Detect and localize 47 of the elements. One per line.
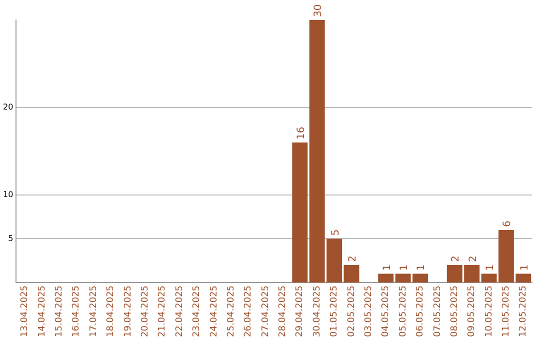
x-tick-label: 20.04.2025	[140, 285, 150, 337]
x-tick-label: 12.05.2025	[518, 285, 529, 337]
data-label: 1	[485, 264, 496, 271]
data-label: 1	[519, 264, 530, 271]
data-label: 2	[347, 256, 358, 262]
x-tick-label: 13.04.2025	[20, 285, 30, 337]
x-tick-label: 01.05.2025	[330, 285, 340, 337]
x-tick-label: 16.04.2025	[72, 285, 82, 337]
x-tick-label: 27.04.2025	[260, 285, 271, 337]
x-tick-label: 30.04.2025	[312, 285, 322, 337]
data-label: 5	[330, 229, 342, 236]
x-tick-label: 08.05.2025	[450, 285, 460, 337]
x-tick-label: 02.05.2025	[346, 285, 357, 337]
y-tick-label: 5	[8, 234, 14, 243]
x-tick-label: 05.05.2025	[398, 285, 408, 337]
y-tick-label: 20	[2, 102, 14, 112]
data-label: 1	[399, 264, 410, 271]
x-tick-label: 10.05.2025	[484, 285, 494, 337]
x-tick-label: 09.05.2025	[467, 285, 478, 337]
bar	[378, 274, 394, 282]
data-label: 1	[416, 264, 428, 271]
data-label: 6	[502, 220, 514, 227]
x-tick-label: 11.05.2025	[502, 285, 512, 337]
x-tick-label: 23.04.2025	[192, 285, 202, 337]
y-tick-label: 10	[2, 190, 14, 200]
x-tick-label: 14.04.2025	[37, 285, 48, 337]
x-tick-label: 21.04.2025	[158, 285, 168, 337]
x-tick-label: 29.04.2025	[295, 285, 306, 337]
data-label: 16	[296, 126, 307, 140]
x-tick-label: 17.04.2025	[88, 285, 99, 337]
x-tick-label: 28.04.2025	[278, 285, 288, 337]
data-label: 2	[450, 256, 462, 262]
x-tick-label: 03.05.2025	[364, 285, 374, 337]
x-tick-label: 19.04.2025	[123, 285, 134, 337]
x-tick-label: 24.04.2025	[209, 285, 220, 337]
x-tick-label: 18.04.2025	[106, 285, 116, 337]
x-tick-label: 25.04.2025	[226, 285, 236, 337]
data-label: 1	[382, 264, 393, 271]
x-tick-label: 04.05.2025	[381, 285, 392, 337]
x-tick-label: 26.04.2025	[244, 285, 254, 337]
x-tick-label: 06.05.2025	[416, 285, 426, 337]
bar	[292, 142, 308, 282]
data-label: 2	[468, 256, 479, 262]
data-label: 30	[313, 4, 324, 17]
x-tick-label: 22.04.2025	[174, 285, 185, 337]
x-tick-label: 07.05.2025	[432, 285, 443, 337]
x-tick-label: 15.04.2025	[54, 285, 65, 337]
